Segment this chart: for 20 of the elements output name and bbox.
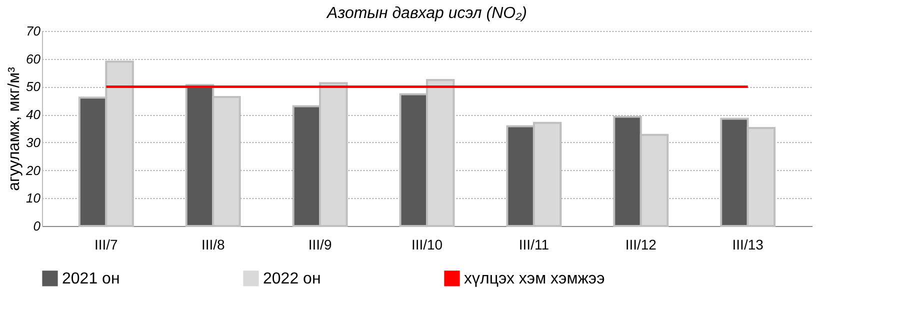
x-tick-label: III/9	[308, 236, 332, 252]
legend-label: 2021 он	[62, 270, 120, 288]
x-tick-label: III/11	[518, 236, 550, 252]
y-axis-title: агууламж, мкг/м³	[6, 66, 24, 191]
chart-title: Азотын давхар исэл (NO₂)	[326, 5, 527, 22]
y-tick-label: 60	[26, 51, 42, 66]
y-tick-label: 40	[26, 107, 42, 122]
y-tick-label: 30	[26, 134, 42, 150]
y-tick-label: 20	[25, 162, 42, 178]
x-tick-label: III/7	[94, 236, 118, 252]
y-tick-label: 50	[26, 79, 42, 94]
y-tick-label: 0	[33, 218, 42, 234]
x-tick-label: III/12	[625, 236, 657, 252]
legend-label: 2022 он	[263, 270, 321, 288]
y-tick-label: 10	[26, 190, 42, 206]
x-tick-label: III/10	[411, 236, 443, 252]
y-tick-label: 70	[26, 24, 42, 38]
x-tick-label: III/13	[732, 236, 764, 252]
legend-label: хүлцэх хэм хэмжээ	[464, 270, 605, 288]
x-tick-label: III/8	[201, 236, 225, 252]
